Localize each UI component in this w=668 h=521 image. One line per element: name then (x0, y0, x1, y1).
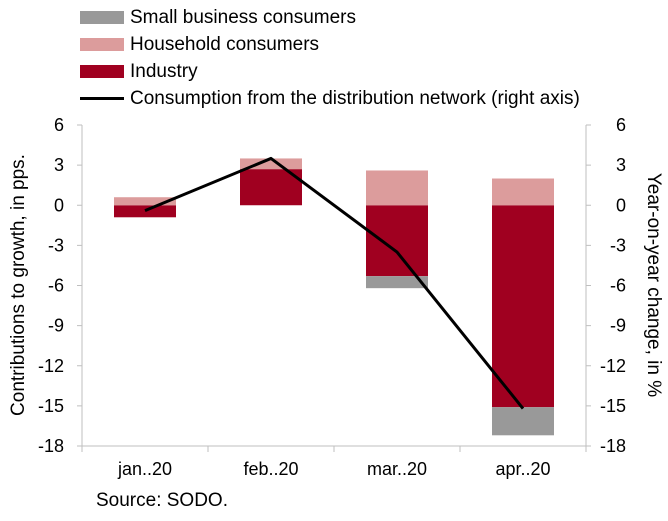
x-tick-label: mar..20 (367, 459, 427, 479)
bar-household-consumers-2 (366, 170, 428, 206)
bar-industry-3 (492, 205, 554, 408)
legend-item-industry: Industry (80, 58, 580, 85)
y-tick-label-left: -18 (38, 436, 64, 456)
legend-item-small-business: Small business consumers (80, 4, 580, 31)
x-tick-label: jan..20 (117, 459, 172, 479)
x-tick-label: feb..20 (243, 459, 298, 479)
legend-label-industry: Industry (130, 60, 198, 82)
y-tick-label-right: 6 (616, 115, 626, 135)
legend-swatch-industry (80, 65, 124, 78)
bar-household-consumers-1 (240, 158, 302, 170)
bar-household-consumers-0 (114, 197, 176, 206)
legend-label-consumption: Consumption from the distribution networ… (130, 87, 580, 109)
y-tick-label-left: 6 (54, 115, 64, 135)
y-tick-label-left: 0 (54, 195, 64, 215)
bar-industry-0 (114, 205, 176, 218)
x-tick-label: apr..20 (495, 459, 550, 479)
bar-small-business-consumers-2 (366, 276, 428, 289)
y-tick-label-right: -3 (610, 235, 626, 255)
y-tick-label-right: -18 (600, 436, 626, 456)
legend-swatch-consumption (80, 97, 124, 100)
y-axis-label-left: Contributions to growth, in pps. (8, 154, 29, 416)
y-tick-label-left: -12 (38, 356, 64, 376)
y-tick-label-right: -12 (600, 356, 626, 376)
chart-axes: 6 3 0 -3 -6 -9 -12 -15 -18 6 3 0 -3 -6 -9 -12 -15 -18 jan.… (38, 115, 626, 479)
chart-bars (114, 158, 554, 436)
legend-swatch-household (80, 38, 124, 51)
bar-small-business-consumers-3 (492, 407, 554, 436)
y-tick-label-right: -9 (610, 316, 626, 336)
bar-household-consumers-3 (492, 178, 554, 206)
y-tick-label-left: -6 (48, 276, 64, 296)
y-tick-label-right: 3 (616, 155, 626, 175)
y-tick-label-left: -9 (48, 316, 64, 336)
y-tick-label-left: -15 (38, 396, 64, 416)
chart-line (144, 156, 525, 410)
line-series-consumption (144, 156, 525, 410)
y-tick-label-right: -6 (610, 276, 626, 296)
source-note: Source: SODO. (96, 490, 228, 511)
legend: Small business consumers Household consu… (80, 4, 580, 112)
y-axis-label-right: Year-on-year change, in % (643, 173, 664, 397)
legend-label-small-business: Small business consumers (130, 6, 356, 28)
y-tick-label-right: -15 (600, 396, 626, 416)
y-tick-label-right: 0 (616, 195, 626, 215)
bar-industry-2 (366, 205, 428, 277)
legend-swatch-small-business (80, 11, 124, 24)
legend-item-consumption: Consumption from the distribution networ… (80, 85, 580, 112)
legend-label-household: Household consumers (130, 33, 320, 55)
y-tick-label-left: 3 (54, 155, 64, 175)
legend-item-household: Household consumers (80, 31, 580, 58)
y-tick-label-left: -3 (48, 235, 64, 255)
